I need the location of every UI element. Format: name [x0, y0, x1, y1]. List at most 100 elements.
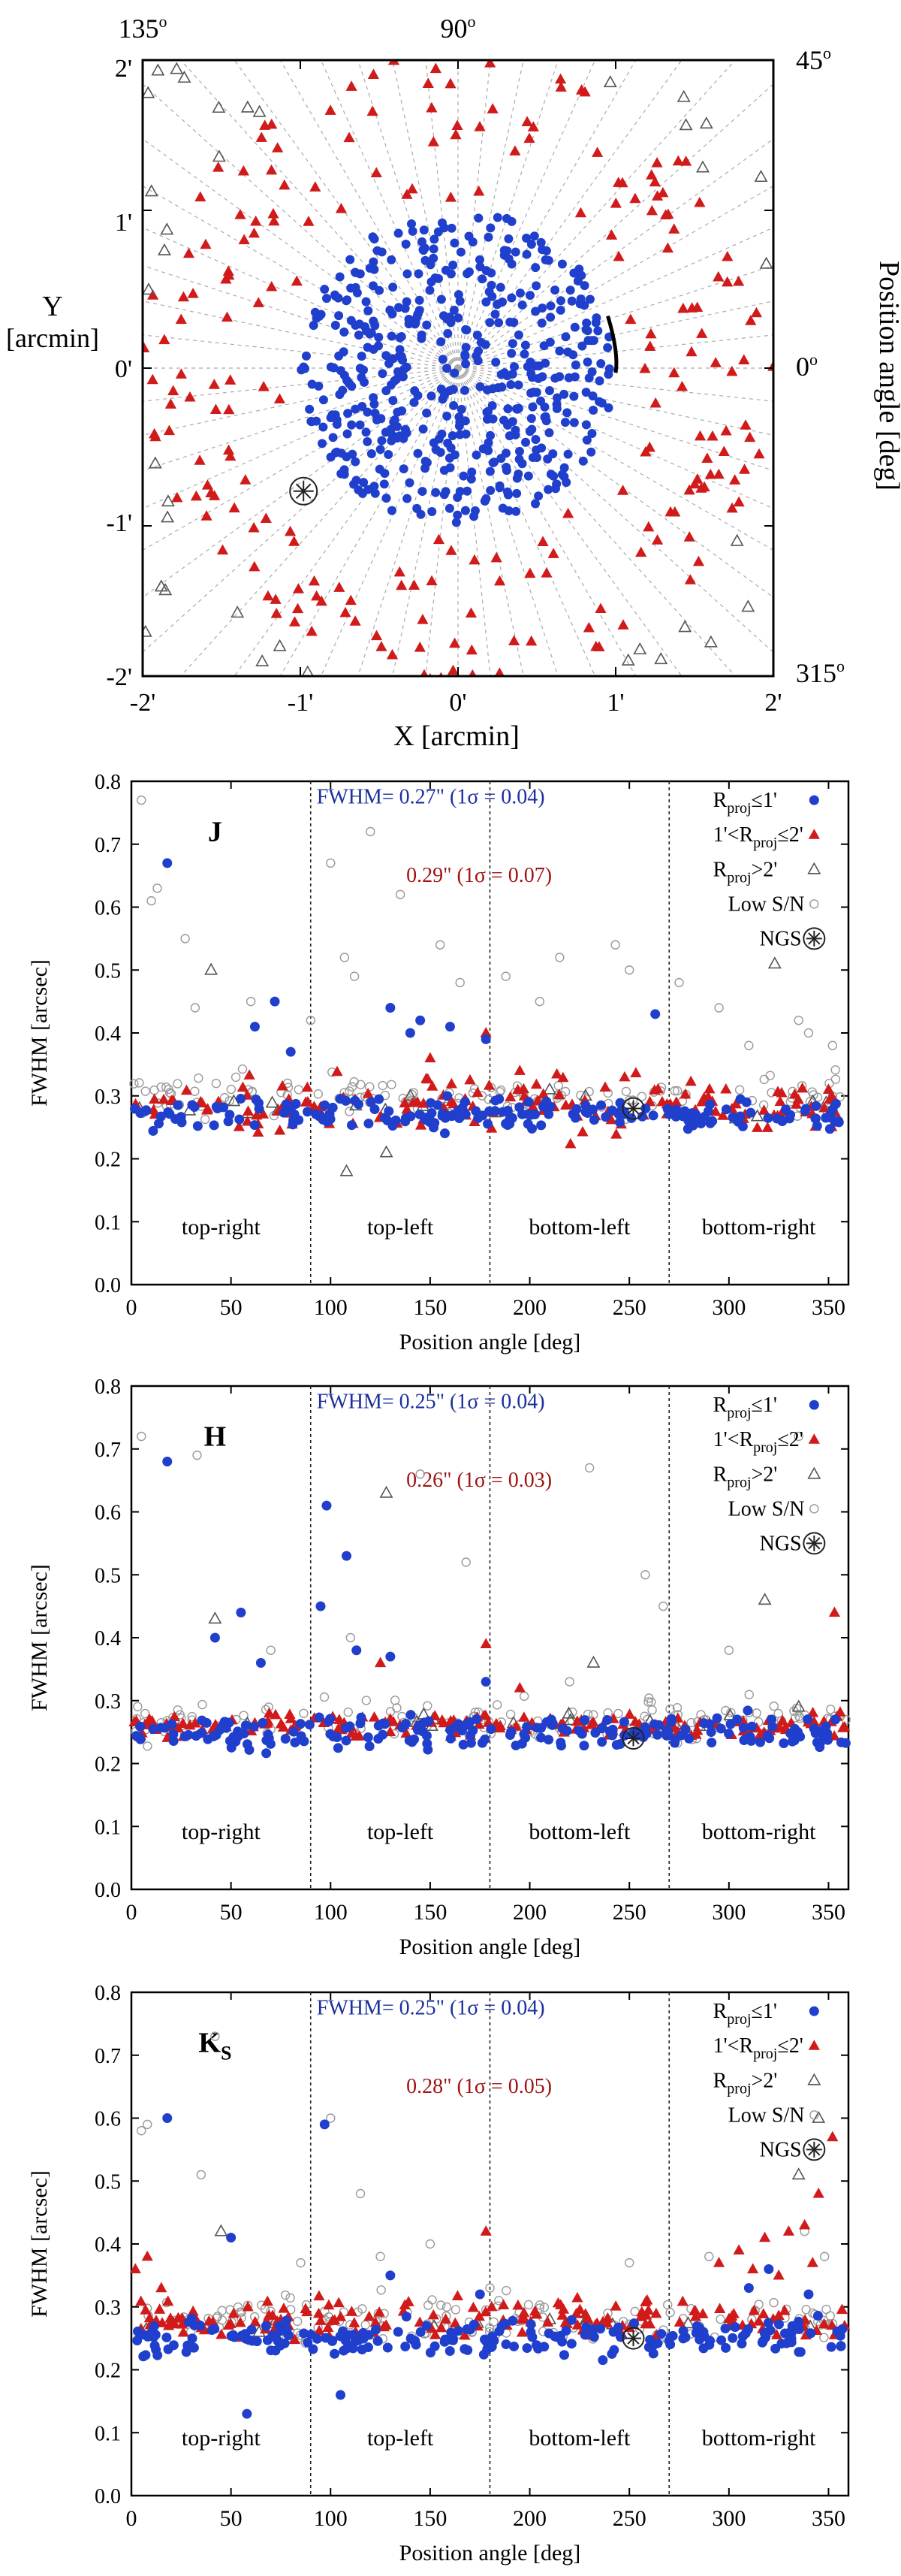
- data-point-filled-circle: [215, 1725, 225, 1735]
- data-point-open-circle: [280, 2290, 291, 2300]
- data-point-filled-triangle: [748, 2304, 760, 2315]
- data-point-filled-triangle: [464, 1074, 476, 1085]
- data-point-filled-circle: [288, 1726, 299, 1737]
- data-point-filled-circle: [611, 1740, 622, 1750]
- data-point-filled-circle: [247, 2336, 258, 2346]
- inner-star-point: [531, 499, 541, 509]
- y-tick-label: 0.3: [95, 2297, 121, 2320]
- data-point-open-circle: [450, 2305, 461, 2315]
- data-point-filled-circle: [328, 1732, 339, 1742]
- data-point-filled-triangle: [400, 1727, 412, 1738]
- outer-star-point: [661, 242, 673, 253]
- data-point-filled-circle: [291, 1098, 301, 1109]
- outer-star-point: [432, 533, 445, 545]
- inner-star-point: [437, 218, 447, 228]
- inner-star-point: [419, 225, 429, 235]
- outer-star-point: [750, 307, 763, 318]
- outer-star-point: [273, 393, 286, 404]
- x-tick-label: 250: [613, 2506, 646, 2531]
- inner-star-point: [363, 407, 372, 417]
- radial-grid-line: [425, 367, 459, 676]
- outer-star-point: [288, 616, 301, 627]
- data-point-filled-circle: [168, 2340, 179, 2351]
- data-point-filled-triangle: [514, 1065, 526, 1075]
- radial-grid-line: [457, 367, 773, 472]
- data-point-open-circle: [210, 2031, 220, 2041]
- x-tick-label: -2': [130, 689, 155, 717]
- data-point-filled-circle: [579, 1741, 589, 1751]
- data-point-filled-circle: [425, 2348, 435, 2358]
- top-angle-90: 90o: [441, 12, 476, 44]
- inner-star-point: [603, 343, 613, 352]
- quadrant-label: bottom-left: [529, 1820, 631, 1844]
- far-star-point: [741, 599, 755, 612]
- band-label: H: [204, 1421, 227, 1453]
- data-point-filled-circle: [415, 2327, 426, 2337]
- far-star-point: [603, 75, 617, 88]
- far-star-point: [621, 653, 635, 666]
- band-label: J: [208, 817, 222, 848]
- data-point-filled-circle: [342, 1551, 351, 1561]
- inner-star-point: [399, 464, 408, 474]
- outer-star-point: [343, 131, 355, 143]
- data-point-filled-circle: [539, 2342, 550, 2352]
- inner-star-point: [361, 427, 371, 437]
- legend-marker: [809, 2006, 819, 2016]
- inner-star-point: [494, 318, 504, 328]
- data-point-filled-circle: [557, 1723, 568, 1734]
- radial-grid-line: [143, 334, 459, 369]
- data-point-filled-triangle: [747, 2263, 759, 2274]
- data-point-filled-circle: [304, 1720, 315, 1730]
- data-point-open-circle: [502, 2285, 511, 2296]
- far-star-point: [177, 71, 191, 83]
- data-point-filled-circle: [773, 2319, 784, 2330]
- outer-star-point: [284, 525, 297, 536]
- outer-star-point: [683, 484, 695, 495]
- data-point-filled-triangle: [677, 2295, 689, 2306]
- y-tick-label: 0.0: [95, 2485, 121, 2508]
- inner-star-point: [532, 281, 541, 291]
- outer-star-point: [291, 275, 303, 286]
- data-point-filled-triangle: [538, 1088, 550, 1099]
- data-point-filled-circle: [423, 1716, 434, 1726]
- outer-star-point: [689, 478, 701, 489]
- data-point-filled-circle: [523, 1097, 534, 1107]
- radial-grid-line: [457, 60, 491, 369]
- inner-star-point: [502, 213, 511, 223]
- outer-star-point: [158, 334, 170, 345]
- data-point-filled-circle: [609, 2345, 619, 2355]
- data-point-filled-triangle: [333, 1714, 345, 1724]
- inner-star-point: [485, 467, 495, 476]
- legend-marker: [807, 2073, 821, 2085]
- inner-star-point: [534, 491, 544, 501]
- data-point-filled-triangle: [761, 1122, 773, 1132]
- data-point-filled-triangle: [702, 1091, 714, 1101]
- inner-star-point: [449, 400, 459, 410]
- outer-star-point: [683, 531, 695, 542]
- inner-star-point: [591, 318, 601, 328]
- outer-star-point: [738, 464, 751, 474]
- outer-star-point: [448, 637, 461, 648]
- data-point-filled-triangle: [249, 2315, 261, 2327]
- data-point-filled-triangle: [312, 2307, 325, 2318]
- inner-star-point: [345, 255, 355, 264]
- data-point-filled-circle: [363, 2330, 374, 2340]
- y-tick-label: 0.4: [95, 1022, 121, 1046]
- x-tick-label: 200: [513, 2506, 547, 2531]
- data-point-open-circle: [233, 2302, 243, 2312]
- data-point-filled-circle: [730, 2322, 740, 2333]
- data-point-filled-circle: [445, 1733, 456, 1744]
- inner-star-point: [439, 490, 449, 500]
- data-point-filled-circle: [460, 2344, 470, 2354]
- data-point-filled-circle: [812, 2310, 823, 2321]
- data-point-filled-triangle: [276, 1080, 288, 1091]
- inner-star-point: [527, 424, 537, 434]
- inner-star-point: [509, 362, 519, 372]
- data-point-filled-circle: [794, 2316, 804, 2327]
- inner-star-point: [312, 313, 321, 323]
- data-point-open-circle: [143, 2119, 152, 2130]
- y-tick-label: 0.0: [95, 1879, 121, 1902]
- inner-star-point: [439, 390, 449, 400]
- data-point-open-circle: [355, 2188, 366, 2199]
- outer-star-point: [370, 167, 382, 177]
